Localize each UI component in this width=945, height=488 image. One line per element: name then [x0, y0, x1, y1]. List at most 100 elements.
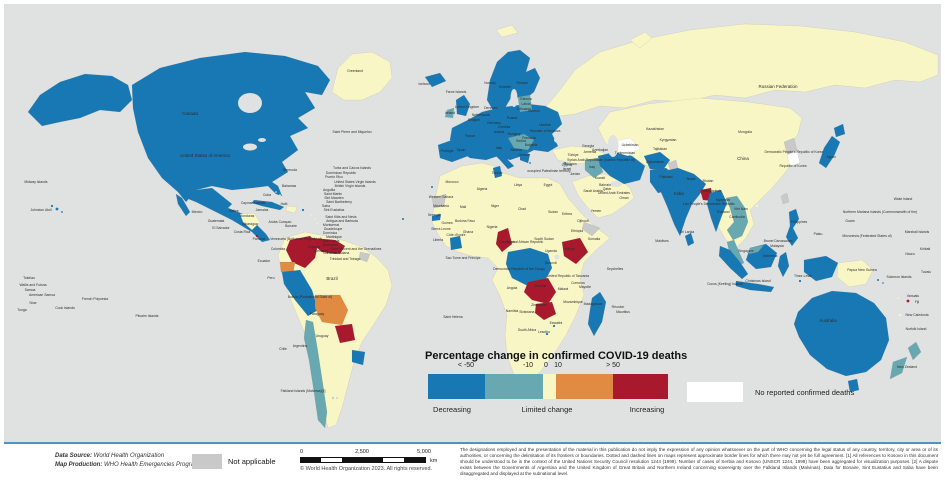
island-panama [255, 234, 259, 238]
scale-labels: 0 2,500 5,000 [300, 449, 450, 456]
region-japan [818, 135, 841, 169]
legend-title: Percentage change in confirmed COVID-19 … [425, 350, 688, 362]
island-hainan [755, 204, 759, 208]
map-label: Ghana [463, 230, 473, 234]
region-papua-new-guinea [836, 259, 874, 288]
island-hawaii-3 [61, 211, 63, 213]
map-label: Qatar [603, 187, 612, 191]
map-label: Venezuela (Bolivarian Republic of) [270, 237, 322, 241]
map-label: Mauritania [433, 204, 449, 208]
map-label: Kuwait [595, 176, 605, 180]
region-alaska [27, 73, 133, 127]
map-label: United States of America [180, 153, 230, 158]
map-label: Saint Pierre and Miquelon [332, 130, 371, 134]
map-label: Guam [845, 219, 854, 223]
map-label: Réunion [612, 305, 625, 309]
map-label: Democratic People's Republic of Korea [765, 150, 824, 154]
map-label: Belize [229, 209, 238, 213]
map-label: Argentina [293, 344, 308, 348]
island-hawaii-2 [55, 207, 59, 211]
map-label: Sint Maarten [324, 196, 343, 200]
region-hokkaido [833, 123, 846, 138]
region-mexico-central-america [177, 187, 271, 243]
island-eswatini [552, 324, 556, 328]
map-label: Guadeloupe [324, 227, 343, 231]
no-reported-label: No reported confirmed deaths [755, 388, 855, 397]
scale-tick-2500: 2,500 [355, 449, 369, 455]
map-label: Turkmenistan [615, 151, 636, 155]
map-label: Saint Kitts and Nevis [325, 215, 357, 219]
map-label: French Guiana [327, 251, 350, 255]
map-label: Brazil [326, 276, 337, 281]
map-label: United Arab Emirates [598, 191, 630, 195]
map-label: Myanmar [716, 198, 731, 202]
map-label: Denmark [484, 106, 498, 110]
region-honduras-nicaragua [239, 212, 261, 231]
region-tunisia [492, 165, 503, 179]
map-label: United Kingdom [455, 105, 479, 109]
map-label: Iran (Islamic Republic of) [597, 158, 635, 162]
map-label: Jordan [570, 172, 580, 176]
map-label: French Polynesia [82, 297, 108, 301]
map-label: Thailand [716, 210, 729, 214]
map-label: Burkina Faso [455, 219, 475, 223]
map-label: Zambia [534, 284, 545, 288]
map-label: Zimbabwe [531, 303, 547, 307]
water-great-lakes-east [258, 138, 266, 142]
map-label: Sao Tome and Principe [446, 256, 481, 260]
map-label: Poland [507, 116, 518, 120]
region-sri-lanka [684, 232, 695, 247]
map-label: Faroe Islands [446, 90, 467, 94]
not-applicable-label: Not applicable [228, 457, 276, 466]
legend-label-increasing: Increasing [629, 405, 665, 414]
island-canary [431, 186, 433, 188]
island-cyprus [564, 162, 566, 164]
data-source-line: Data Source: World Health Organization [55, 453, 165, 459]
map-label: South Sudan [534, 237, 554, 241]
map-label: United States Virgin Islands [334, 180, 376, 184]
region-russia [544, 23, 939, 117]
map-label: Eritrea [562, 212, 572, 216]
map-label: Cayman Islands [241, 201, 266, 205]
map-label: Nauru [905, 252, 914, 256]
map-label: Eswatini [550, 321, 563, 325]
region-bolivia [314, 294, 349, 326]
island-hawaii-1 [50, 204, 54, 208]
map-label: Uzbekistan [622, 143, 639, 147]
scale-seg [321, 458, 342, 462]
region-kenya [561, 237, 589, 265]
island-cabo-verde [402, 218, 404, 220]
region-myanmar [706, 189, 728, 233]
region-greece [519, 151, 531, 164]
map-label: Mali [460, 205, 466, 209]
scale-seg [404, 458, 425, 462]
map-label: United Republic of Tanzania [547, 274, 589, 278]
map-label: Tunisia [492, 171, 503, 175]
scale-bar-segments [300, 457, 426, 463]
island-timor [798, 279, 802, 283]
legend-tick: -10 [522, 362, 534, 369]
map-label: Greenland [347, 69, 363, 73]
region-new-zealand-north [907, 341, 922, 361]
map-label: Iceland [419, 82, 430, 86]
map-label: Malawi [558, 287, 569, 291]
map-label: Guinea [442, 221, 453, 225]
map-label: Pitcairn Islands [136, 314, 159, 318]
map-label: Barbados [323, 243, 338, 247]
map-label: Japan [826, 155, 835, 159]
region-cuba [251, 199, 285, 211]
map-label: Peru [267, 276, 274, 280]
map-label: Anguilla [323, 188, 335, 192]
map-label: Egypt [544, 183, 553, 187]
map-label: Djibouti [577, 219, 589, 223]
region-chile [303, 319, 328, 429]
map-label: Fiji [915, 300, 920, 304]
map-label: Kiribati [920, 247, 931, 251]
map-label: Dominican Republic [326, 171, 356, 175]
scale-unit: km [430, 458, 438, 464]
island-bahamas-2 [279, 194, 281, 196]
region-papua-indonesia [803, 255, 839, 282]
map-label: Seychelles [607, 267, 624, 271]
map-label: Ukraine [539, 123, 551, 127]
map-label: Tonga [17, 308, 26, 312]
